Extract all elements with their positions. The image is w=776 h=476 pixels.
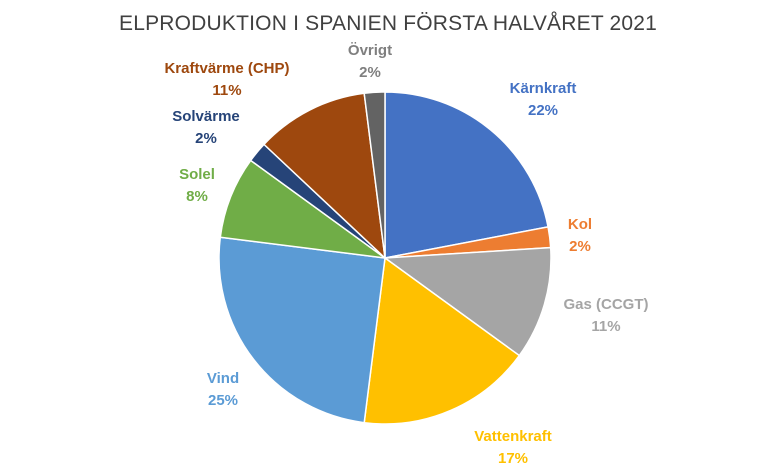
slice-label-solel: Solel: [179, 166, 215, 183]
slice-label-ovrigt: Övrigt: [348, 42, 392, 59]
slice-value-kol: 2%: [569, 238, 591, 255]
slice-value-solvarme: 2%: [195, 130, 217, 147]
slice-value-ovrigt: 2%: [359, 64, 381, 81]
slice-label-solvarme: Solvärme: [172, 108, 240, 125]
pie-slice-kraftvarme-chp: [262, 92, 387, 260]
pie-slice-karnkraft: [384, 91, 549, 259]
slice-value-kraftvarme-chp: 11%: [212, 82, 241, 99]
slice-label-karnkraft: Kärnkraft: [510, 80, 577, 97]
pie-slice-vattenkraft: [363, 256, 521, 425]
slice-label-kol: Kol: [568, 216, 592, 233]
slice-value-gas-ccgt: 11%: [591, 318, 620, 335]
slice-label-gas-ccgt: Gas (CCGT): [563, 296, 648, 313]
pie-slice-vind: [218, 236, 386, 424]
slice-value-vattenkraft: 17%: [498, 450, 528, 467]
slice-label-vattenkraft: Vattenkraft: [474, 428, 552, 445]
slice-value-solel: 8%: [186, 188, 208, 205]
slice-label-vind: Vind: [207, 370, 239, 387]
pie-slice-ovrigt: [363, 91, 386, 259]
slice-value-vind: 25%: [208, 392, 238, 409]
pie-slice-gas-ccgt: [382, 246, 552, 357]
chart-title: ELPRODUKTION I SPANIEN FÖRSTA HALVÅRET 2…: [118, 12, 658, 35]
slice-label-kraftvarme-chp: Kraftvärme (CHP): [164, 60, 289, 77]
slice-value-karnkraft: 22%: [528, 102, 558, 119]
